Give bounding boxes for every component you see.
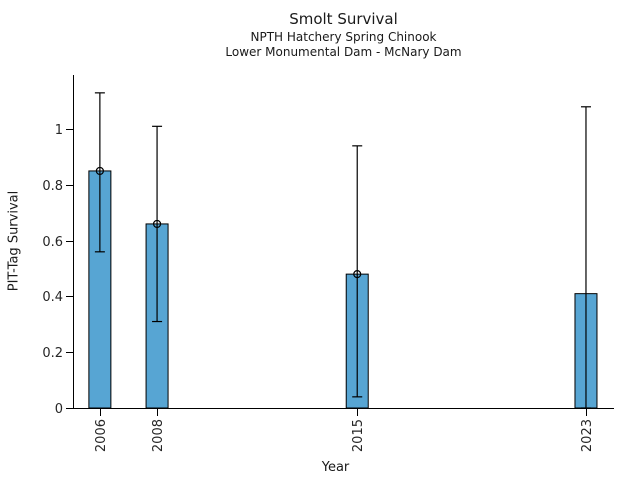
point-marker <box>95 166 104 176</box>
y-tick-label: 0.4 <box>42 290 63 305</box>
x-tick-label: 2008 <box>151 419 166 452</box>
point-marker <box>152 219 162 229</box>
y-tick-label: 0.8 <box>42 179 63 194</box>
point-marker <box>353 270 362 279</box>
y-tick-label: 1 <box>55 123 63 138</box>
y-tick-label: 0.6 <box>42 235 63 250</box>
chart-subtitle-line1: NPTH Hatchery Spring Chinook <box>250 30 437 44</box>
x-tick-label: 2006 <box>94 419 109 452</box>
y-tick-label: 0 <box>55 402 63 417</box>
x-axis-label: Year <box>321 460 350 475</box>
chart-title: Smolt Survival <box>289 10 398 28</box>
y-tick-label: 0.2 <box>42 346 63 361</box>
chart-subtitle-line2: Lower Monumental Dam - McNary Dam <box>225 45 462 59</box>
x-tick-label: 2023 <box>580 419 595 452</box>
x-tick-label: 2015 <box>351 419 366 452</box>
